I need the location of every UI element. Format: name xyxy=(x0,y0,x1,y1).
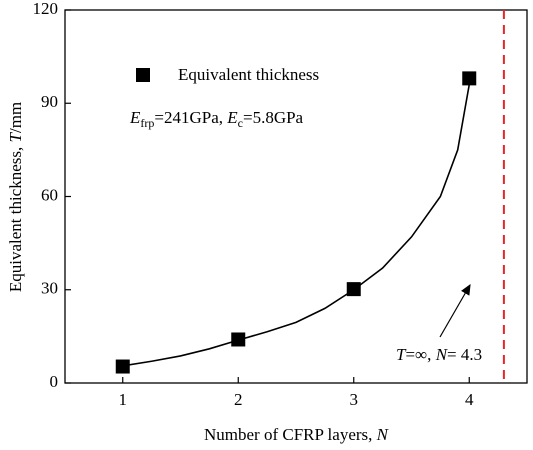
legend-marker xyxy=(136,68,150,82)
annotation-arrow xyxy=(439,283,471,338)
y-tick-label: 90 xyxy=(41,92,58,111)
ann-sub2: c xyxy=(238,116,243,130)
legend-label: Equivalent thickness xyxy=(178,65,319,84)
data-point xyxy=(462,71,477,86)
y-tick-label: 60 xyxy=(41,185,58,204)
ann-e1: E xyxy=(129,108,141,127)
x-tick-label: 1 xyxy=(119,390,128,409)
x-label-var: N xyxy=(376,425,390,444)
asym-eq: =∞, xyxy=(405,345,435,364)
y-label-var: T xyxy=(6,131,25,142)
x-tick-label: 3 xyxy=(350,390,359,409)
x-axis-label: Number of CFRP layers, N xyxy=(204,425,390,444)
y-tick-label: 30 xyxy=(41,279,58,298)
ann-end: =5.8GPa xyxy=(243,108,304,127)
y-axis-label: Equivalent thickness, T/mm xyxy=(6,102,25,292)
y-tick-label: 0 xyxy=(50,372,59,391)
ann-mid: =241GPa, xyxy=(154,108,227,127)
asym-n: N xyxy=(435,345,449,364)
asymptote-label: T=∞, N= 4.3 xyxy=(396,345,482,364)
ann-e2: E xyxy=(226,108,238,127)
x-tick-label: 2 xyxy=(234,390,243,409)
data-point xyxy=(115,359,130,374)
y-tick-label: 120 xyxy=(33,0,59,18)
y-label-text: Equivalent thickness, xyxy=(6,142,25,292)
parameter-annotation: Efrp=241GPa, Ec=5.8GPa xyxy=(129,108,304,130)
x-tick-label: 4 xyxy=(465,390,474,409)
x-label-text: Number of CFRP layers, xyxy=(204,425,377,444)
ann-sub1: frp xyxy=(140,116,154,130)
asym-val: = 4.3 xyxy=(447,345,482,364)
y-label-unit: /mm xyxy=(6,102,25,133)
asym-t: T xyxy=(396,345,407,364)
data-point xyxy=(346,282,361,297)
fit-curve xyxy=(122,84,471,367)
data-point xyxy=(231,332,246,347)
